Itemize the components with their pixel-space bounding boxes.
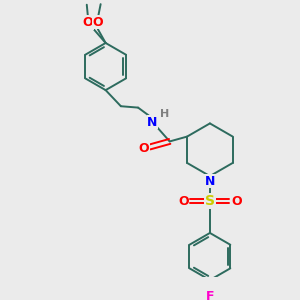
Text: O: O — [231, 195, 242, 208]
Text: H: H — [160, 109, 169, 119]
Text: F: F — [206, 290, 214, 300]
Text: N: N — [205, 175, 215, 188]
Text: O: O — [83, 16, 94, 29]
Text: O: O — [178, 195, 189, 208]
Text: O: O — [92, 16, 103, 29]
Text: N: N — [147, 116, 158, 128]
Text: S: S — [205, 194, 215, 208]
Text: O: O — [139, 142, 149, 155]
